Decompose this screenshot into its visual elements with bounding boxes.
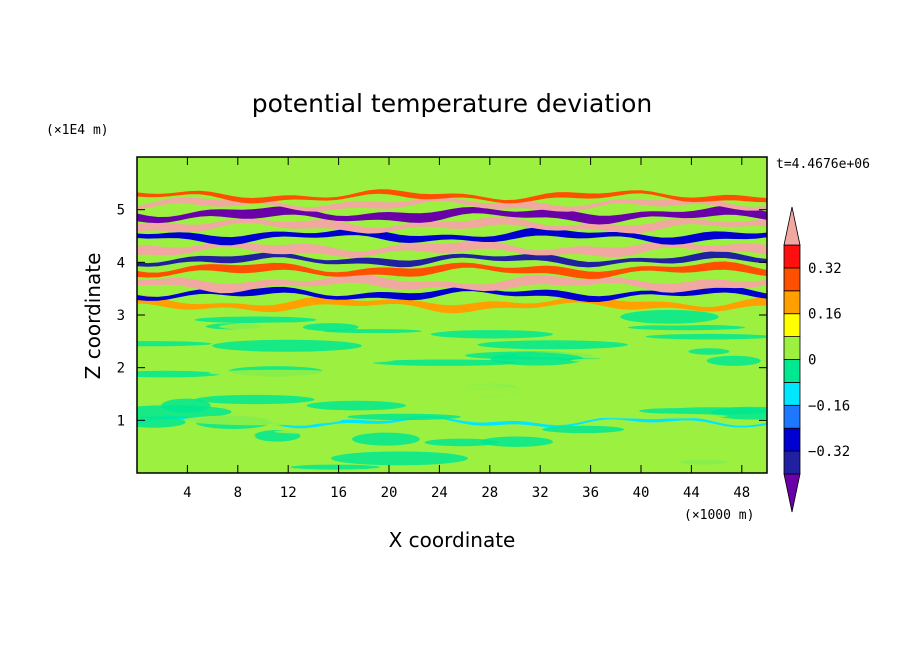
colorbar-segment [783,381,801,406]
contour-patch [137,463,268,470]
contour-band [137,415,767,429]
y-tick-label: 3 [117,308,125,324]
x-axis-unit: (×1000 m) [684,508,754,523]
contour-patch [663,453,752,466]
contour-patch [477,340,628,350]
colorbar-label: 0 [808,353,816,369]
contour-patch [195,394,315,405]
colorbar-label: 0.32 [808,261,842,277]
contour-patch [645,333,767,340]
contour-patch [290,464,380,470]
contour-patch [688,348,730,355]
contour-patch [208,369,347,377]
plot-field [137,157,767,473]
contour-patch [588,397,723,409]
colorbar-label: 0.16 [808,307,842,323]
contour-patch [161,398,211,413]
x-tick-label: 4 [183,485,191,501]
contour-band [137,197,767,212]
colorbar-segment [783,290,801,315]
contour-patch [642,445,767,450]
x-tick-label: 36 [582,485,599,501]
colorbar-segment [783,427,801,452]
colorbar-segment [783,336,801,360]
colorbar: 0.32 0.16 0 −0.16 −0.32 [783,206,850,513]
x-tick-label: 20 [381,485,398,501]
colorbar-segment [783,267,801,292]
contour-patch [137,341,213,347]
colorbar-segment [783,404,801,429]
contour-patch [430,330,554,339]
contour-patch [194,316,317,324]
contour-patch [706,355,761,366]
x-tick-label: 8 [234,485,242,501]
colorbar-upper-extension [783,206,801,246]
colorbar-lower-extension [783,473,801,513]
contour-patch [570,357,683,363]
contour-patch [620,310,719,324]
contour-band [137,285,767,302]
contour-band [137,216,767,234]
colorbar-segment [783,313,801,338]
y-axis: 1 2 3 4 5 [117,203,767,429]
contour-patch [462,390,512,399]
contour-patch [347,413,461,421]
x-tick-label: 28 [481,485,498,501]
contour-patch [212,339,362,352]
contour-patch [582,413,728,419]
colorbar-label: −0.16 [808,398,850,414]
contour-patch [490,352,584,366]
y-tick-label: 5 [117,203,125,219]
contour-patch [710,406,767,420]
x-tick-label: 40 [633,485,650,501]
y-axis-label: Z coordinate [81,253,105,380]
x-axis: 4 8 12 16 20 24 28 32 36 40 44 48 [183,157,750,501]
contour-patch [480,436,553,447]
contour-patch [352,432,420,446]
contour-band [137,240,767,258]
contour-patch [306,400,406,411]
colorbar-segment [783,244,801,269]
contour-patch [182,414,342,426]
contour-patch [330,451,468,466]
y-tick-label: 4 [117,255,125,271]
contour-band [137,273,767,294]
time-label: t=4.4676e+06 [776,157,870,172]
y-tick-label: 1 [117,413,125,429]
contour-band [137,261,767,279]
colorbar-label: −0.32 [808,444,850,460]
contour-patch [372,359,519,366]
contour-band [137,227,767,246]
contour-band [137,251,767,268]
contour-patch [186,432,256,442]
x-tick-label: 48 [733,485,750,501]
contour-patch [627,324,746,331]
x-tick-label: 12 [280,485,297,501]
chart-title: potential temperature deviation [252,89,652,118]
contour-patch [292,353,399,364]
contour-patch [356,340,411,353]
colorbar-segment [783,359,801,383]
y-tick-label: 2 [117,361,125,377]
colorbar-segment [783,450,801,475]
contour-patch [137,416,186,428]
contour-patch [137,370,221,378]
contour-patch [690,364,734,377]
x-tick-label: 32 [532,485,549,501]
x-tick-label: 44 [683,485,700,501]
y-axis-unit: (×1E4 m) [46,123,109,138]
contour-band [137,189,767,204]
x-tick-label: 16 [330,485,347,501]
contour-patch [424,438,499,447]
contour-patch [137,358,181,365]
x-axis-label: X coordinate [389,528,516,552]
contour-patch [542,425,625,434]
contour-patch [274,429,367,435]
contour-patch [302,323,359,332]
x-tick-label: 24 [431,485,448,501]
contour-band [137,205,767,225]
